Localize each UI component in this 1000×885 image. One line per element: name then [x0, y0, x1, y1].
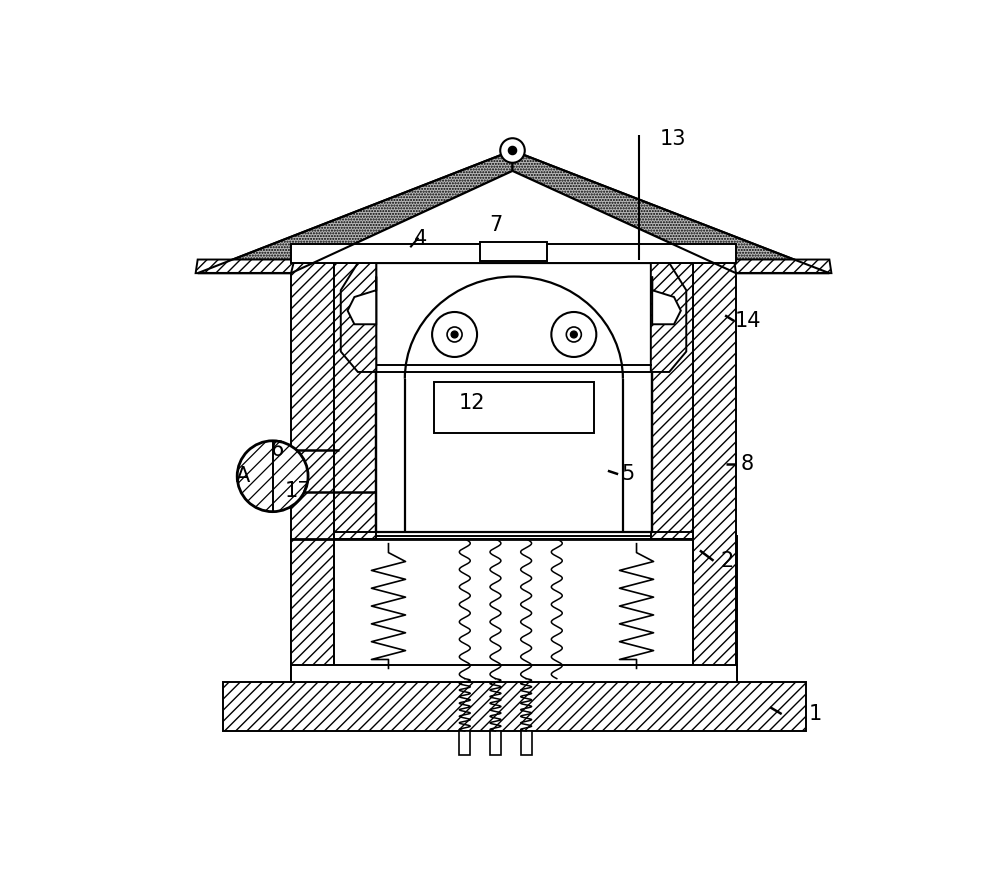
Bar: [291, 535, 737, 682]
Text: 2: 2: [721, 550, 734, 571]
Bar: [480, 242, 547, 261]
Bar: [693, 263, 736, 682]
Bar: [334, 263, 376, 539]
Bar: [651, 263, 693, 539]
Polygon shape: [512, 150, 829, 273]
Text: 4: 4: [414, 229, 427, 249]
Polygon shape: [734, 259, 831, 273]
Bar: [291, 263, 334, 682]
Text: 7: 7: [489, 215, 502, 235]
Circle shape: [508, 146, 517, 155]
Bar: [291, 665, 737, 682]
Text: 1: 1: [809, 704, 822, 724]
Polygon shape: [291, 171, 736, 273]
Bar: [459, 731, 470, 755]
Bar: [223, 682, 806, 731]
Bar: [490, 731, 501, 755]
Polygon shape: [652, 276, 681, 324]
Circle shape: [551, 312, 596, 357]
Text: 13: 13: [659, 129, 686, 149]
Text: 8: 8: [741, 454, 754, 474]
Polygon shape: [651, 263, 686, 372]
Polygon shape: [198, 150, 512, 273]
Circle shape: [432, 312, 477, 357]
Polygon shape: [348, 276, 376, 324]
Bar: [376, 263, 652, 532]
Text: A: A: [236, 466, 250, 486]
Polygon shape: [196, 259, 294, 273]
Text: 14: 14: [734, 311, 761, 331]
Polygon shape: [341, 263, 376, 372]
Bar: [291, 244, 736, 263]
Bar: [521, 731, 532, 755]
Bar: [434, 382, 594, 434]
Circle shape: [451, 331, 458, 338]
Text: 12: 12: [458, 393, 485, 412]
Text: 6: 6: [271, 441, 284, 460]
Circle shape: [570, 331, 577, 338]
Circle shape: [500, 138, 525, 163]
Text: 17: 17: [285, 481, 311, 501]
Text: 5: 5: [622, 465, 635, 484]
Circle shape: [237, 441, 308, 512]
Bar: [334, 539, 693, 682]
